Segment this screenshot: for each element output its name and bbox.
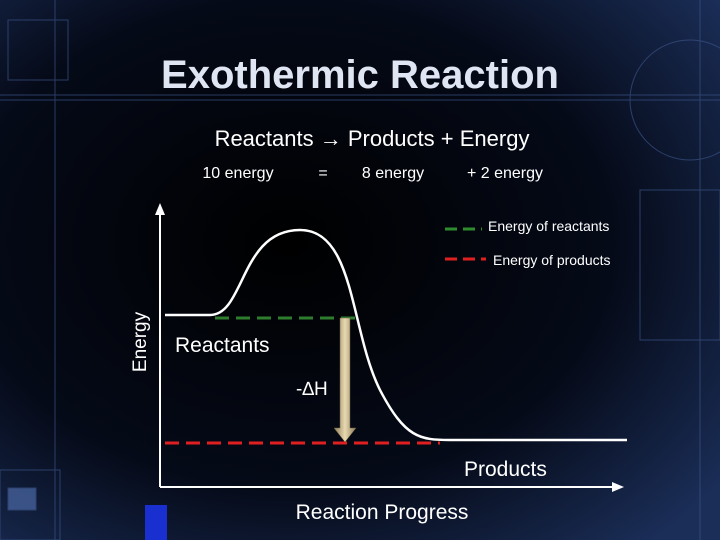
equation-term: = bbox=[318, 165, 327, 182]
equation-term: 8 energy bbox=[362, 165, 424, 182]
label-products: Products bbox=[464, 458, 547, 481]
title: Exothermic Reaction bbox=[161, 53, 559, 97]
axis-arrow bbox=[155, 203, 165, 215]
label-reactants: Reactants bbox=[175, 334, 270, 357]
decor-block bbox=[145, 505, 167, 540]
legend-label: Energy of reactants bbox=[488, 218, 609, 234]
legend-label: Energy of products bbox=[493, 252, 611, 268]
axis-arrow bbox=[612, 482, 624, 492]
delta-h-arrow bbox=[333, 317, 357, 443]
equation-term: + 2 energy bbox=[467, 165, 543, 182]
label-delta-h: -∆H bbox=[296, 379, 328, 400]
equation-term: 10 energy bbox=[202, 165, 273, 182]
x-axis-label: Reaction Progress bbox=[296, 501, 469, 524]
energy-curve bbox=[165, 228, 627, 442]
equation: Reactants → Products + Energy bbox=[215, 126, 530, 151]
y-axis-label: Energy bbox=[130, 311, 151, 372]
